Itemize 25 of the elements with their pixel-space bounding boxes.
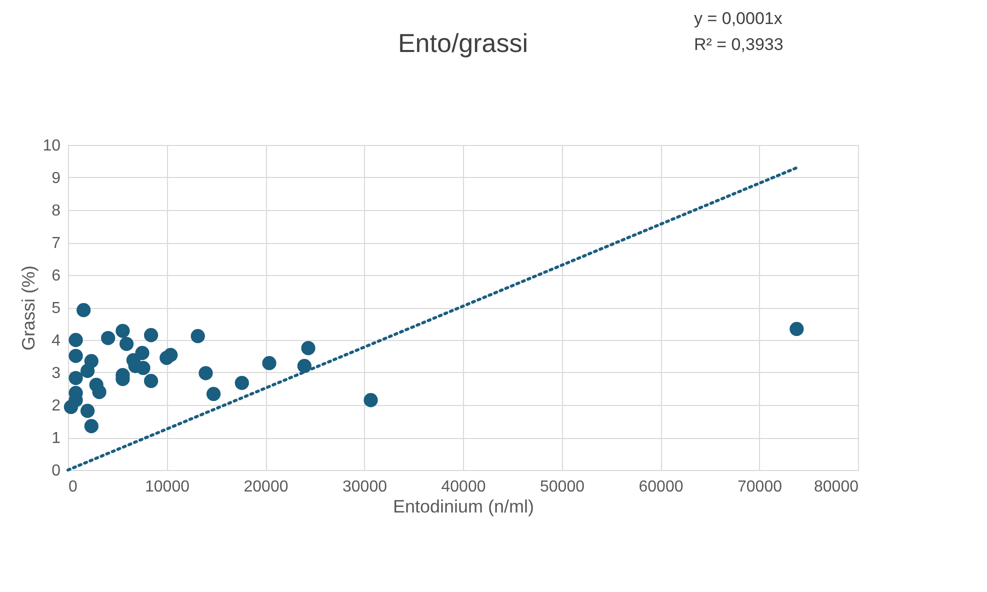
y-tick-label: 6	[52, 268, 61, 284]
y-tick-label: 7	[52, 235, 61, 252]
y-tick-label: 2	[52, 398, 61, 414]
y-axis-title: Grassi (%)	[18, 266, 39, 350]
y-tick-label: 3	[52, 365, 61, 382]
x-tick-label: 70000	[738, 478, 782, 496]
y-tick-label: 4	[52, 332, 61, 350]
text: R² = 0,3933	[694, 35, 784, 54]
y-tick-label: 8	[52, 202, 61, 220]
y-tick-label: 1	[52, 430, 61, 447]
x-tick-label: 10000	[145, 478, 190, 496]
y-tick-label: 9	[52, 170, 61, 187]
x-tick-label: 30000	[342, 478, 388, 496]
x-tick-label: 40000	[441, 478, 486, 496]
x-tick-label: 60000	[638, 478, 684, 496]
text: y = 0,0001x	[694, 9, 783, 28]
x-tick-label: 0	[68, 478, 78, 496]
y-tick-label: 10	[42, 138, 61, 154]
x-axis-title: Entodinium (n/ml)	[392, 496, 534, 516]
x-tick-label: 80000	[814, 478, 859, 496]
x-tick-label: 20000	[244, 478, 288, 496]
x-tick-label: 50000	[540, 478, 585, 496]
chart-title: Ento/grassi	[398, 28, 528, 58]
y-tick-label: 0	[52, 462, 61, 480]
y-tick-label: 5	[52, 300, 61, 317]
